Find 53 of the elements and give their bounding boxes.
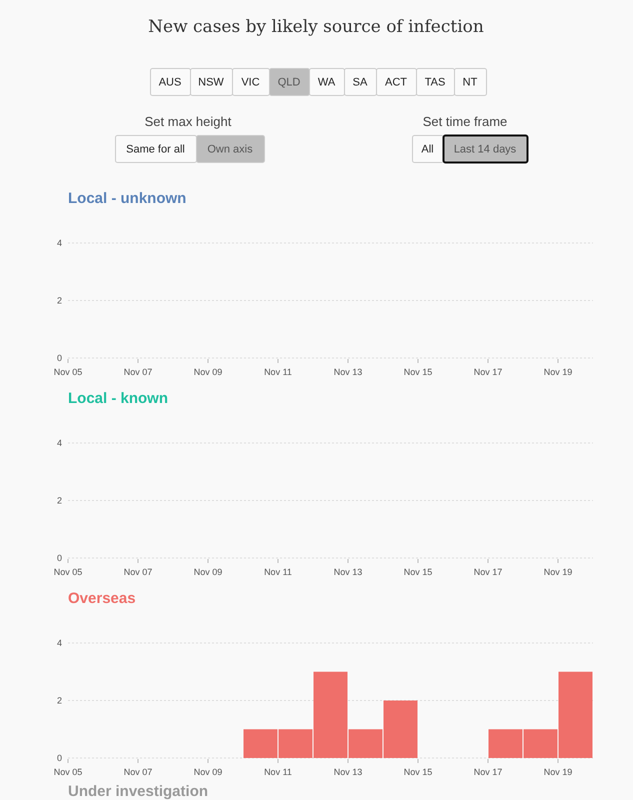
toggle-button: All <box>412 135 444 163</box>
text: Set time frame <box>422 114 508 129</box>
x-tick-label: Nov 15 <box>404 767 432 777</box>
toggle-button: ACT <box>376 68 417 96</box>
y-tick-label: 2 <box>56 296 62 306</box>
toggle-button: WA <box>309 68 345 96</box>
x-tick-label: Nov 19 <box>544 567 572 577</box>
x-tick-label: Nov 07 <box>124 567 152 577</box>
x-tick-label: Nov 13 <box>334 567 362 577</box>
x-tick-label: Nov 09 <box>194 367 222 377</box>
x-tick-label: Nov 11 <box>264 367 292 377</box>
toggle-button: VIC <box>232 68 270 96</box>
x-tick-label: Nov 07 <box>124 767 152 777</box>
x-tick-label: Nov 05 <box>54 767 82 777</box>
y-tick-label: 4 <box>56 438 62 448</box>
x-tick-label: Nov 15 <box>404 567 432 577</box>
x-tick-label: Nov 11 <box>264 567 292 577</box>
toggle-button: SA <box>344 68 377 96</box>
y-tick-label: 4 <box>56 638 62 648</box>
x-tick-label: Nov 05 <box>54 367 82 377</box>
x-tick-label: Nov 09 <box>194 767 222 777</box>
x-tick-label: Nov 17 <box>474 767 502 777</box>
toggle-button: NT <box>454 68 487 96</box>
text: Set max height <box>144 114 232 129</box>
x-tick-label: Nov 19 <box>544 367 572 377</box>
toggle-button: AUS <box>150 68 191 96</box>
chart-title: Local - known <box>68 390 168 407</box>
x-tick-label: Nov 07 <box>124 367 152 377</box>
text: New cases by likely source of infection <box>148 17 484 37</box>
toggle-button: NSW <box>190 68 233 96</box>
toggle-button: QLD <box>269 68 310 96</box>
y-tick-label: 2 <box>56 496 62 506</box>
toggle-button: Own axis <box>196 135 265 163</box>
x-tick-label: Nov 09 <box>194 567 222 577</box>
toggle-button: TAS <box>416 68 455 96</box>
x-tick-label: Nov 17 <box>474 367 502 377</box>
x-tick-label: Nov 05 <box>54 567 82 577</box>
toggle-button: Last 14 days <box>442 134 528 164</box>
y-tick-label: 0 <box>56 353 62 363</box>
y-tick-label: 0 <box>56 553 62 563</box>
x-tick-label: Nov 17 <box>474 567 502 577</box>
x-tick-label: Nov 13 <box>334 767 362 777</box>
x-tick-label: Nov 13 <box>334 367 362 377</box>
x-tick-label: Nov 19 <box>544 767 572 777</box>
text: Under investigation <box>68 783 208 800</box>
chart-title: Overseas <box>68 590 136 607</box>
x-tick-label: Nov 11 <box>264 767 292 777</box>
y-tick-label: 2 <box>56 696 62 706</box>
x-tick-label: Nov 15 <box>404 367 432 377</box>
y-tick-label: 0 <box>56 753 62 763</box>
y-tick-label: 4 <box>56 238 62 248</box>
chart-title: Local - unknown <box>68 190 186 207</box>
toggle-button: Same for all <box>115 135 197 163</box>
